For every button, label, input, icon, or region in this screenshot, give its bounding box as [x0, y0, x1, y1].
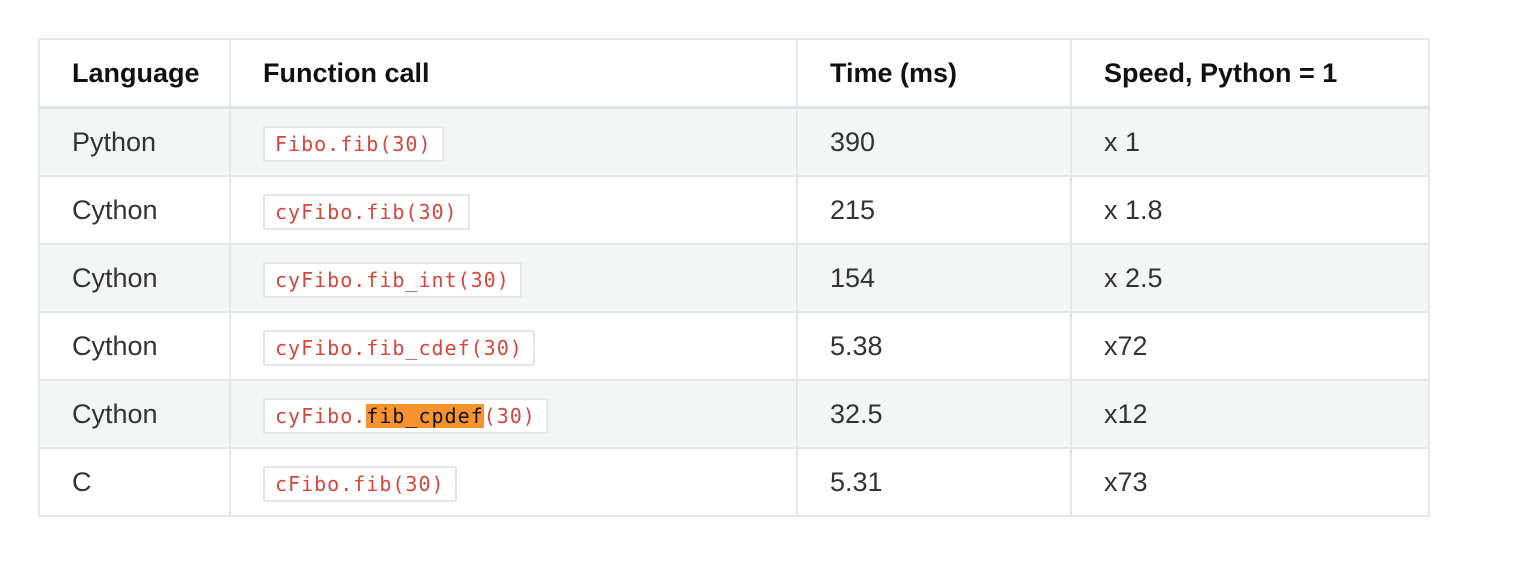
cell-language: Python [38, 106, 231, 177]
table-body: Python Fibo.fib(30) 390 x 1 Cython cyFib… [38, 106, 1430, 517]
highlighted-text: fib_cpdef [366, 404, 484, 428]
cell-time: 154 [796, 243, 1072, 313]
cell-language: Cython [38, 311, 231, 381]
cell-time: 5.31 [796, 447, 1072, 517]
table-row: Cython cyFibo.fib(30) 215 x 1.8 [38, 175, 1430, 245]
cell-speed: x73 [1070, 447, 1430, 517]
cell-function-call: cyFibo.fib_cpdef(30) [229, 379, 798, 449]
code-snippet: cyFibo.fib_int(30) [263, 262, 522, 298]
cell-speed: x 1.8 [1070, 175, 1430, 245]
code-snippet: Fibo.fib(30) [263, 126, 444, 162]
table-row: C cFibo.fib(30) 5.31 x73 [38, 447, 1430, 517]
header-function-call: Function call [229, 38, 798, 109]
cell-speed: x12 [1070, 379, 1430, 449]
code-snippet: cyFibo.fib_cpdef(30) [263, 398, 548, 434]
cell-language: C [38, 447, 231, 517]
cell-speed: x72 [1070, 311, 1430, 381]
code-snippet: cyFibo.fib_cdef(30) [263, 330, 535, 366]
cell-time: 5.38 [796, 311, 1072, 381]
code-snippet: cFibo.fib(30) [263, 466, 457, 502]
cell-function-call: cyFibo.fib_int(30) [229, 243, 798, 313]
cell-function-call: cFibo.fib(30) [229, 447, 798, 517]
benchmark-table-container: Language Function call Time (ms) Speed, … [38, 38, 1430, 517]
cell-language: Cython [38, 175, 231, 245]
cell-language: Cython [38, 379, 231, 449]
table-row: Cython cyFibo.fib_int(30) 154 x 2.5 [38, 243, 1430, 313]
cell-time: 390 [796, 106, 1072, 177]
table-row: Cython cyFibo.fib_cdef(30) 5.38 x72 [38, 311, 1430, 381]
cell-speed: x 2.5 [1070, 243, 1430, 313]
code-snippet: cyFibo.fib(30) [263, 194, 470, 230]
header-speed: Speed, Python = 1 [1070, 38, 1430, 109]
table-row: Python Fibo.fib(30) 390 x 1 [38, 106, 1430, 177]
cell-time: 215 [796, 175, 1072, 245]
table-row: Cython cyFibo.fib_cpdef(30) 32.5 x12 [38, 379, 1430, 449]
benchmark-table: Language Function call Time (ms) Speed, … [38, 38, 1430, 517]
cell-speed: x 1 [1070, 106, 1430, 177]
table-header: Language Function call Time (ms) Speed, … [38, 38, 1430, 109]
cell-time: 32.5 [796, 379, 1072, 449]
header-row: Language Function call Time (ms) Speed, … [38, 38, 1430, 109]
cell-function-call: cyFibo.fib_cdef(30) [229, 311, 798, 381]
header-time: Time (ms) [796, 38, 1072, 109]
cell-function-call: cyFibo.fib(30) [229, 175, 798, 245]
header-language: Language [38, 38, 231, 109]
cell-function-call: Fibo.fib(30) [229, 106, 798, 177]
cell-language: Cython [38, 243, 231, 313]
